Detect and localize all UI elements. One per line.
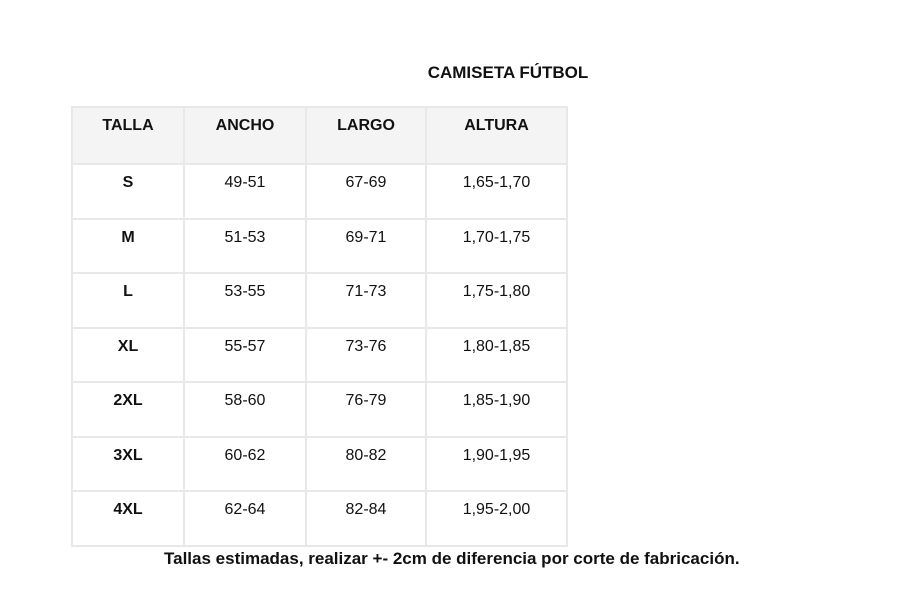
size-cell: M (71, 217, 185, 274)
size-cell: L (71, 272, 185, 329)
table-row: 2XL 58-60 76-79 1,85-1,90 (71, 381, 568, 438)
largo-cell: 82-84 (305, 490, 427, 547)
footnote: Tallas estimadas, realizar +- 2cm de dif… (164, 549, 740, 568)
ancho-cell: 58-60 (183, 381, 307, 438)
size-cell: S (71, 163, 185, 220)
size-table: TALLA ANCHO LARGO ALTURA S 49-51 67-69 1,65… (71, 106, 568, 547)
header-row: TALLA ANCHO LARGO ALTURA (71, 106, 568, 165)
altura-cell: 1,85-1,90 (425, 381, 568, 438)
size-cell: 2XL (71, 381, 185, 438)
size-cell: 3XL (71, 435, 185, 492)
largo-cell: 69-71 (305, 217, 427, 274)
header-largo: LARGO (305, 106, 427, 165)
altura-cell: 1,75-1,80 (425, 272, 568, 329)
altura-cell: 1,95-2,00 (425, 490, 568, 547)
table-row: S 49-51 67-69 1,65-1,70 (71, 163, 568, 220)
table-row: M 51-53 69-71 1,70-1,75 (71, 217, 568, 274)
altura-cell: 1,65-1,70 (425, 163, 568, 220)
size-cell: XL (71, 326, 185, 383)
header-ancho: ANCHO (183, 106, 307, 165)
ancho-cell: 60-62 (183, 435, 307, 492)
ancho-cell: 55-57 (183, 326, 307, 383)
altura-cell: 1,90-1,95 (425, 435, 568, 492)
altura-cell: 1,70-1,75 (425, 217, 568, 274)
ancho-cell: 49-51 (183, 163, 307, 220)
largo-cell: 80-82 (305, 435, 427, 492)
largo-cell: 73-76 (305, 326, 427, 383)
size-cell: 4XL (71, 490, 185, 547)
table-row: 4XL 62-64 82-84 1,95-2,00 (71, 490, 568, 547)
page-title: CAMISETA FÚTBOL (427, 63, 589, 82)
largo-cell: 71-73 (305, 272, 427, 329)
table-row: L 53-55 71-73 1,75-1,80 (71, 272, 568, 329)
largo-cell: 76-79 (305, 381, 427, 438)
header-talla: TALLA (71, 106, 185, 165)
altura-cell: 1,80-1,85 (425, 326, 568, 383)
ancho-cell: 53-55 (183, 272, 307, 329)
table-row: XL 55-57 73-76 1,80-1,85 (71, 326, 568, 383)
ancho-cell: 51-53 (183, 217, 307, 274)
header-altura: ALTURA (425, 106, 568, 165)
table-row: 3XL 60-62 80-82 1,90-1,95 (71, 435, 568, 492)
largo-cell: 67-69 (305, 163, 427, 220)
ancho-cell: 62-64 (183, 490, 307, 547)
